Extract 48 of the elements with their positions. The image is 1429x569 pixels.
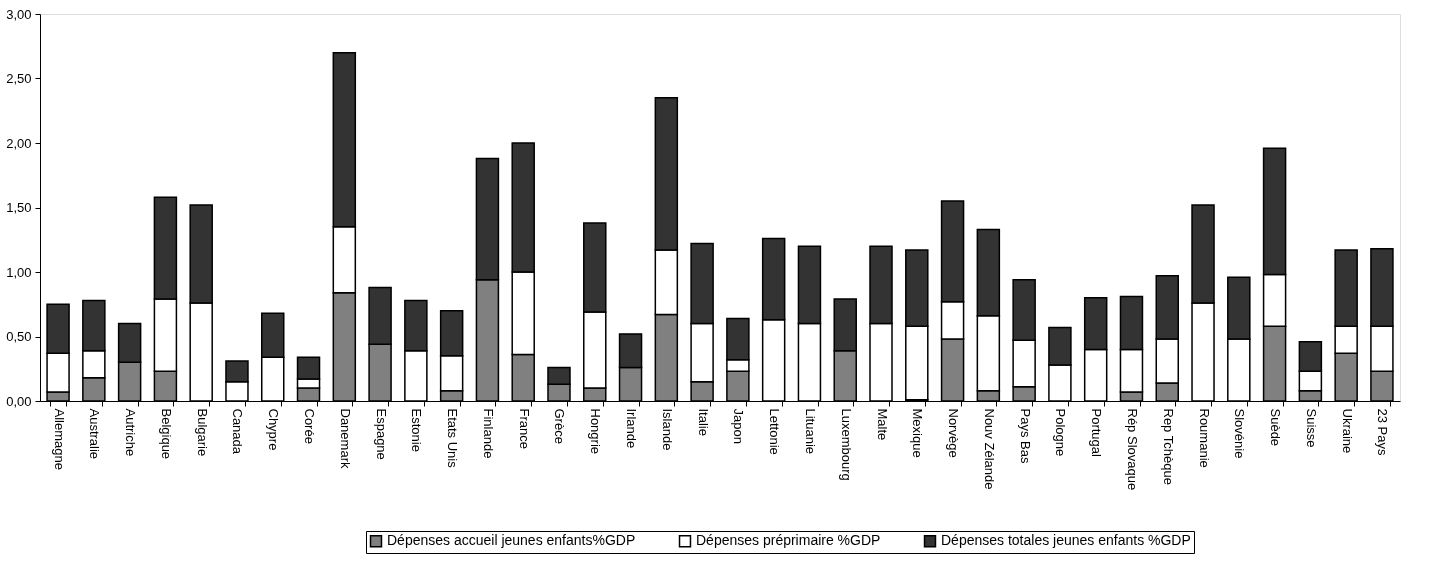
y-tick-label: 1,50 — [6, 200, 32, 215]
x-tick-label: Luxembourg — [838, 408, 854, 481]
y-tick-label: 0,00 — [6, 393, 32, 409]
x-tick-label: Mexique — [910, 408, 926, 458]
legend-label: Dépenses totales jeunes enfants %GDP — [941, 532, 1191, 549]
x-tick-label: France — [516, 408, 532, 449]
x-tick-label: Islande — [659, 408, 675, 451]
x-tick-label: Australie — [87, 408, 103, 460]
x-tick-label: Lettonie — [767, 408, 783, 455]
x-tick-label: Suède — [1268, 408, 1284, 447]
x-tick-label: Hongrie — [588, 408, 604, 455]
x-tick-label: Chypre — [266, 408, 282, 451]
x-tick-label: Grèce — [552, 408, 568, 444]
x-tick-label: Bulgarie — [194, 408, 210, 457]
x-tick-label: Rep Tchèque — [1160, 408, 1176, 485]
x-tick-label: Norvège — [946, 408, 962, 458]
x-tick-label: Belgique — [158, 408, 174, 460]
x-tick-label: Pologne — [1053, 408, 1069, 457]
x-tick-label: Irlande — [624, 408, 640, 449]
x-tick-label: Canada — [230, 408, 246, 455]
y-tick-label: 2,50 — [6, 71, 32, 86]
x-tick-label: 23 Pays — [1375, 408, 1391, 456]
y-tick-label: 0,50 — [6, 329, 32, 344]
y-tick-label: 3,00 — [6, 6, 32, 22]
x-tick-label: Rép Slovaque — [1124, 408, 1140, 491]
legend-label: Dépenses accueil jeunes enfants%GDP — [387, 532, 636, 549]
x-tick-label: Nouv Zélande — [981, 408, 997, 490]
x-tick-label: Malte — [874, 408, 890, 441]
x-tick-label: Danemark — [337, 408, 353, 469]
x-tick-label: Finlande — [480, 408, 496, 459]
x-tick-label: Italie — [695, 408, 711, 436]
x-tick-label: Suisse — [1303, 408, 1319, 448]
legend-label: Dépenses préprimaire %GDP — [696, 532, 881, 549]
x-tick-label: Autriche — [123, 408, 139, 457]
x-tick-label: Etats Unis — [445, 408, 461, 469]
x-tick-label: Espagne — [373, 408, 389, 460]
y-tick-label: 1,00 — [6, 264, 32, 280]
x-tick-label: Roumanie — [1196, 408, 1212, 468]
x-tick-label: Japon — [731, 408, 747, 444]
x-tick-label: Slovénie — [1232, 408, 1248, 459]
y-tick-label: 2,00 — [6, 135, 32, 151]
x-tick-label: Ukraine — [1339, 408, 1355, 454]
x-tick-label: Allemagne — [51, 408, 67, 470]
x-tick-label: Pays Bas — [1017, 408, 1033, 464]
x-tick-label: Lituanie — [802, 408, 818, 455]
x-tick-label: Corée — [302, 408, 318, 444]
x-tick-label: Estonie — [409, 408, 425, 452]
x-tick-label: Portugal — [1089, 408, 1105, 458]
